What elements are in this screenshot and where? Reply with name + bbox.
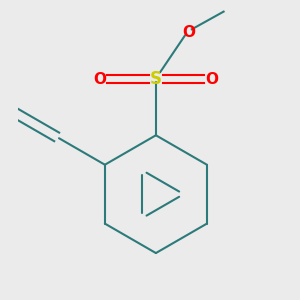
Text: O: O	[182, 25, 195, 40]
Text: O: O	[93, 72, 106, 87]
Text: S: S	[150, 70, 162, 88]
Text: O: O	[205, 72, 218, 87]
